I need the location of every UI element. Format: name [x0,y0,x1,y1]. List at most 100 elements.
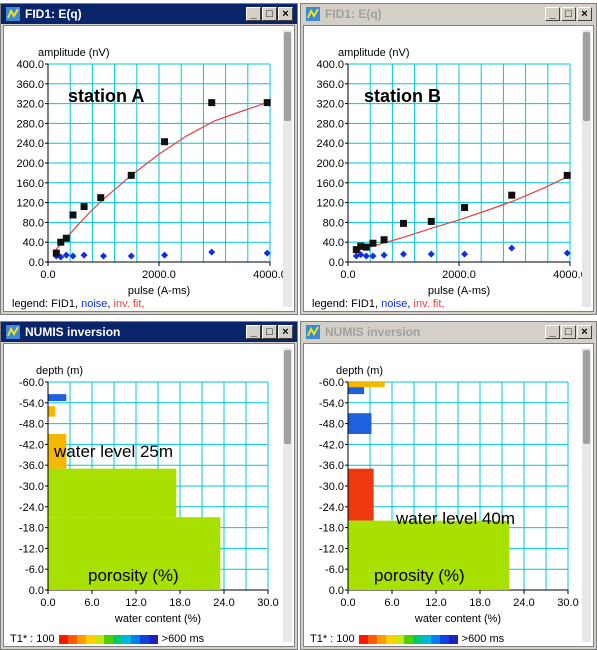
y-tick-label: -30.0 [319,481,344,493]
y-tick-label: 120.0 [316,198,344,210]
x-tick-label: 30.0 [557,597,578,609]
y-tick-label: 240.0 [316,138,344,150]
fid-point [508,191,516,199]
close-button[interactable]: × [278,325,293,339]
maximize-button[interactable]: □ [561,325,576,339]
t1-color-swatch [385,634,395,644]
y-tick-label: 200.0 [316,158,344,170]
chart-area: 0.0 -6.0 -12.0 -18.0 -24.0 -30.0 -36.0 -42.0 -48… [303,343,594,647]
noise-point [461,250,469,258]
title-bar[interactable]: NUMIS inversion _ □ × [1,322,297,342]
close-button[interactable]: × [577,325,592,339]
t1-color-swatch [358,634,368,644]
legend-prefix: legend: FID1, [312,298,382,310]
chart-legend: legend: FID1, noise, inv. fit, [312,298,445,310]
y-tick-label: -54.0 [19,398,44,410]
numis-app-icon [6,7,20,21]
t1-color-swatch [412,634,422,644]
water-content-bar [348,520,510,590]
y-tick-label: 280.0 [16,118,44,130]
close-button[interactable]: × [278,7,293,21]
x-tick-label: 12.0 [125,597,146,609]
y-tick-label: -42.0 [319,439,344,451]
water-content-bar [348,468,374,521]
vertical-scrollbar[interactable] [582,30,591,307]
title-bar[interactable]: FID1: E(q) _ □ × [1,4,297,24]
y-tick-label: 200.0 [16,158,44,170]
water-content-bar [348,413,372,434]
y-tick-label: -60.0 [19,377,44,389]
fid-window-b[interactable]: FID1: E(q) _ □ × 0.0 40.0 80.0 120.0 160.0 20… [300,3,597,315]
vertical-scrollbar[interactable] [582,348,591,642]
station-label: station B [364,86,442,106]
y-tick-label: -18.0 [319,523,344,535]
scroll-thumb[interactable] [284,350,291,445]
close-button[interactable]: × [577,7,592,21]
y-tick-label: 40.0 [23,237,44,249]
water-content-bar [348,382,385,388]
x-tick-label: 0.0 [40,597,55,609]
inversion-window-b[interactable]: NUMIS inversion _ □ × 0.0 -6.0 -12.0 -18.0 -… [300,321,597,650]
fid-point [80,203,88,211]
chart-area: 0.0 40.0 80.0 120.0 160.0 200.0 240.0 280.0 320.… [3,25,295,312]
window-title: FID1: E(q) [25,7,82,21]
y-tick-label: 40.0 [323,237,344,249]
y-tick-label: -24.0 [319,502,344,514]
porosity-label: porosity (%) [88,566,179,585]
t1-color-swatch [139,634,149,644]
scroll-thumb[interactable] [583,350,590,445]
noise-point [208,248,216,256]
y-axis-label: depth (m) [336,365,383,377]
minimize-button[interactable]: _ [545,325,560,339]
x-tick-label: 2000.0 [442,269,476,281]
t1-color-swatch [121,634,131,644]
legend-sep: , [407,298,414,310]
water-content-bar [48,517,221,590]
t1-color-swatch [67,634,77,644]
legend-noise: noise [381,298,408,310]
fid-point [357,242,365,250]
fid-window-a[interactable]: FID1: E(q) _ □ × 0.0 40.0 80.0 120.0 160.0 20… [0,3,298,315]
legend-noise: noise [81,298,108,310]
title-bar[interactable]: NUMIS inversion _ □ × [301,322,596,342]
y-tick-label: -54.0 [319,398,344,410]
noise-point [369,252,377,260]
inversion-chart-b: 0.0 -6.0 -12.0 -18.0 -24.0 -30.0 -36.0 -42.0 -48… [319,365,579,625]
y-tick-label: 80.0 [23,217,44,229]
minimize-button[interactable]: _ [545,7,560,21]
y-tick-label: -6.0 [325,564,344,576]
maximize-button[interactable]: □ [262,7,277,21]
x-tick-label: 30.0 [257,597,278,609]
title-bar[interactable]: FID1: E(q) _ □ × [301,4,596,24]
t1-color-swatch [103,634,113,644]
minimize-button[interactable]: _ [246,325,261,339]
numis-app-icon [306,325,320,339]
y-tick-label: -42.0 [19,439,44,451]
fid-point [127,171,135,179]
window-title: NUMIS inversion [25,325,121,339]
fid-point [380,236,388,244]
vertical-scrollbar[interactable] [283,30,292,307]
scroll-thumb[interactable] [583,32,590,121]
vertical-scrollbar[interactable] [283,348,292,642]
y-tick-label: 360.0 [16,79,44,91]
t1-color-swatch [376,634,386,644]
inversion-window-a[interactable]: NUMIS inversion _ □ × 0.0 -6.0 -12.0 -18.0 -… [0,321,298,650]
x-tick-label: 4000.0 [553,269,587,281]
fid-point [263,99,271,107]
water-content-bar [48,468,177,518]
maximize-button[interactable]: □ [262,325,277,339]
t1-color-swatch [112,634,122,644]
maximize-button[interactable]: □ [561,7,576,21]
legend-suffix: , [441,298,445,310]
x-tick-label: 18.0 [469,597,490,609]
y-tick-label: 160.0 [316,178,344,190]
y-tick-label: 400.0 [316,59,344,71]
x-axis-label: water content (%) [114,613,201,625]
scroll-thumb[interactable] [284,32,291,121]
minimize-button[interactable]: _ [246,7,261,21]
legend-prefix: legend: FID1, [12,298,82,310]
t1-legend: T1* : 100 >600 ms [310,633,504,645]
x-tick-label: 2000.0 [142,269,176,281]
noise-point [69,252,77,260]
